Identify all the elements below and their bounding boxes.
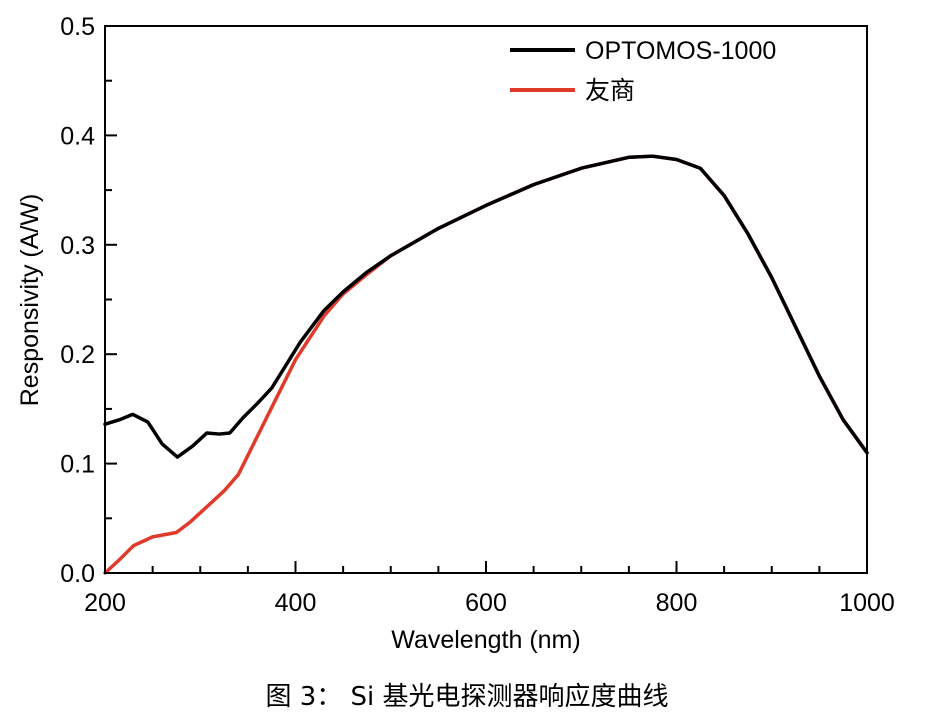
y-tick-label: 0.5 [60,13,95,41]
x-tick-label: 600 [465,589,507,617]
x-tick-label: 800 [656,589,698,617]
x-tick-label: 1000 [839,589,895,617]
y-axis-label: Responsivity (A/W) [16,194,44,407]
y-tick-label: 0.4 [60,122,95,150]
y-tick-label: 0.2 [60,341,95,369]
y-tick-label: 0.3 [60,232,95,260]
legend-label: 友商 [585,77,635,105]
plot-frame [104,25,868,574]
series-line-0 [103,154,869,459]
x-tick-label: 200 [84,589,126,617]
x-axis-label: Wavelength (nm) [391,626,580,654]
x-tick-label: 400 [275,589,317,617]
figure-caption: 图 3： Si 基光电探测器响应度曲线 [265,682,669,712]
legend-label: OPTOMOS-1000 [585,37,776,65]
responsivity-chart: 200 400 600 800 1000 0.0 0.1 0.2 0.3 0.4 0.5 OPTOM… [16,13,895,654]
y-tick-label: 0.1 [60,451,95,479]
y-tick-label: 0.0 [60,560,95,588]
series-line-1 [103,154,869,575]
